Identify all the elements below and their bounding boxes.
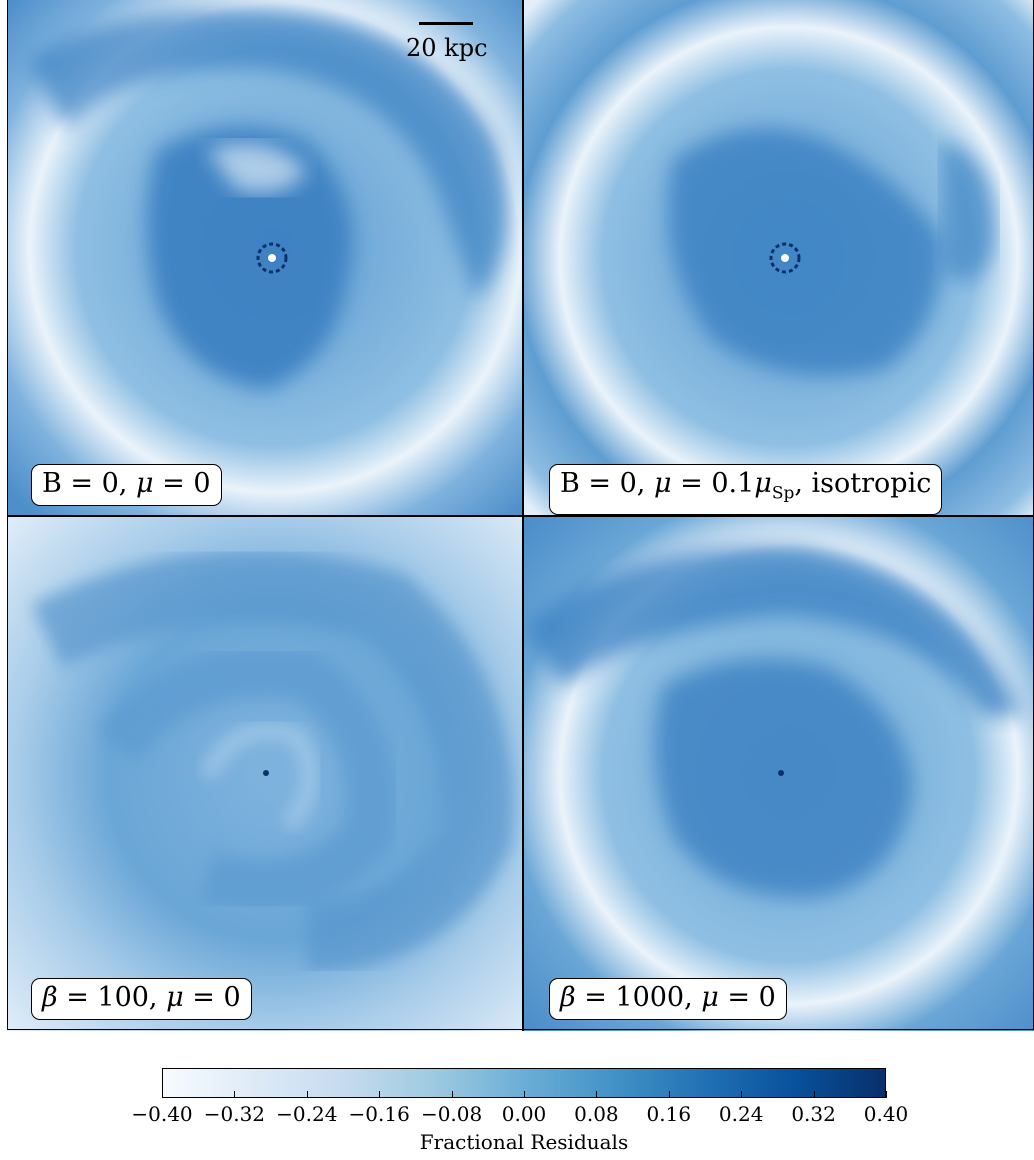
colorbar-tick-label: 0.32	[791, 1102, 836, 1126]
colorbar-tick	[379, 1091, 381, 1098]
colorbar-tick	[524, 1091, 525, 1098]
colorbar-tick	[668, 1091, 670, 1098]
colorbar-tick-label: −0.16	[348, 1102, 410, 1126]
residual-map-bottom-left	[7, 516, 522, 1031]
colorbar-tick-label: 0.00	[501, 1102, 547, 1126]
colorbar-tick-label: 0.24	[718, 1102, 764, 1126]
colorbar-tick	[741, 1091, 743, 1098]
colorbar-title: Fractional Residuals	[419, 1130, 629, 1154]
colorbar-tick	[234, 1091, 236, 1098]
panel-bottom-left	[7, 516, 522, 1031]
colorbar-tick-label: 0.40	[863, 1102, 909, 1126]
residual-map-bottom-right	[523, 516, 1034, 1031]
panel-bottom-right	[523, 516, 1034, 1031]
colorbar-tick	[306, 1091, 308, 1098]
panel-top-right	[523, 0, 1034, 515]
colorbar-tick-label: −0.40	[131, 1102, 193, 1126]
colorbar-tick-label: −0.32	[203, 1102, 266, 1126]
panel-label-top-left: B = 0, μ = 0	[31, 464, 222, 506]
colorbar-tick	[162, 1091, 163, 1098]
scalebar-line	[419, 22, 473, 25]
colorbar-tick-label: −0.24	[276, 1102, 338, 1126]
colorbar-tick-label: 0.08	[574, 1102, 619, 1126]
scalebar-label: 20 kpc	[406, 34, 488, 62]
colorbar-tick-label: 0.16	[646, 1102, 692, 1126]
panel-label-top-right: B = 0, μ = 0.1μSp, isotropic	[549, 464, 943, 516]
residual-map-top-right	[523, 0, 1034, 515]
panel-grid: B = 0, μ = 0 B = 0, μ = 0.1μSp, isotropi…	[7, 0, 1034, 1031]
panel-label-bottom-left: β = 100, μ = 0	[31, 978, 252, 1020]
colorbar-tick	[451, 1091, 453, 1098]
colorbar-tick	[886, 1091, 887, 1098]
colorbar-tick	[596, 1091, 598, 1098]
colorbar-tick	[813, 1091, 815, 1098]
panel-divider-horizontal	[7, 515, 1034, 517]
panel-top-left	[7, 0, 522, 515]
residual-map-top-left	[7, 0, 522, 515]
colorbar-tick-label: −0.08	[420, 1102, 483, 1126]
panel-label-bottom-right: β = 1000, μ = 0	[549, 978, 787, 1020]
